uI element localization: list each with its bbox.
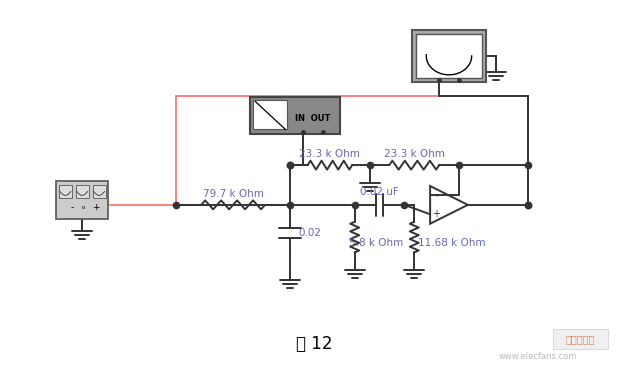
Text: 11.68 k Ohm: 11.68 k Ohm: [418, 238, 485, 248]
Bar: [553, 329, 608, 349]
Bar: [412, 30, 486, 82]
Text: 0.02 uF: 0.02 uF: [360, 187, 399, 197]
Text: +: +: [432, 209, 440, 219]
Text: 0.02: 0.02: [298, 228, 322, 238]
Text: -: -: [434, 191, 438, 200]
Bar: [251, 97, 340, 134]
Text: www.elecfans.com: www.elecfans.com: [499, 352, 578, 361]
Text: 23.3 k Ohm: 23.3 k Ohm: [300, 149, 360, 159]
Text: o: o: [82, 206, 85, 210]
Text: 图 12: 图 12: [296, 335, 332, 353]
Bar: [254, 100, 288, 129]
Text: +: +: [92, 203, 99, 212]
Bar: [56, 181, 107, 219]
Text: IN  OUT: IN OUT: [295, 114, 331, 123]
Bar: [59, 185, 72, 198]
Bar: [416, 34, 482, 78]
Text: 5.8 k Ohm: 5.8 k Ohm: [349, 238, 404, 248]
Text: -: -: [70, 203, 73, 212]
Text: 电子发烧友: 电子发烧友: [565, 334, 595, 344]
Text: 79.7 k Ohm: 79.7 k Ohm: [203, 189, 264, 199]
Bar: [93, 185, 106, 198]
Bar: [76, 185, 89, 198]
Text: 23.3 k Ohm: 23.3 k Ohm: [384, 149, 445, 159]
